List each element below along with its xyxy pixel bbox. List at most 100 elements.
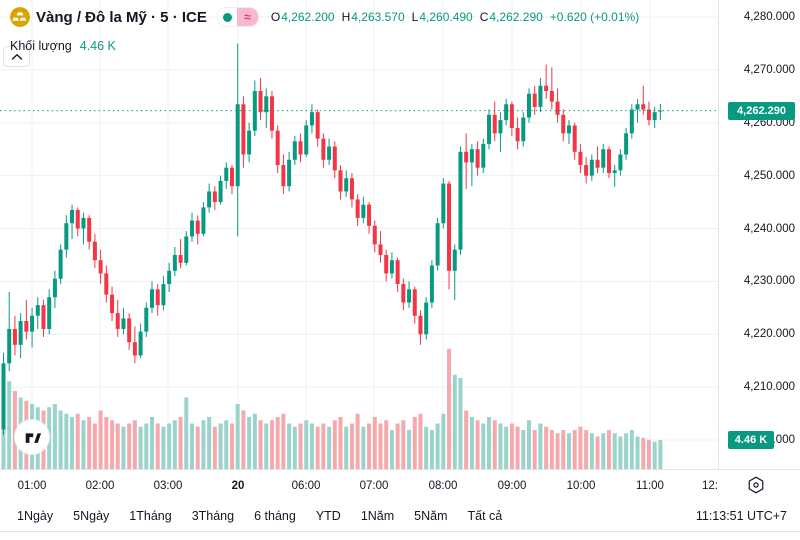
volume-bar	[441, 413, 446, 469]
volume-bar	[481, 423, 486, 469]
volume-bar	[521, 430, 526, 469]
candle-body	[584, 165, 589, 176]
volume-bar	[281, 413, 286, 469]
price-axis-label: 4,210.000	[743, 381, 795, 394]
chart-canvas[interactable]	[0, 0, 718, 469]
candle-body	[298, 141, 303, 155]
volume-bar	[469, 417, 474, 469]
axis-settings-button[interactable]	[744, 473, 768, 497]
range-button-tất-cả[interactable]: Tất cả	[461, 505, 510, 527]
ohlc-readout: O 4,262.200 H 4,263.570 L 4,260.490 C 4,…	[271, 10, 639, 24]
volume-bar	[321, 423, 326, 469]
candle-body	[515, 128, 520, 142]
candle-body	[110, 294, 115, 314]
time-axis-label: 01:00	[17, 479, 47, 492]
session-clock[interactable]: 11:13:51 UTC+7	[695, 508, 787, 523]
candle-body	[578, 151, 583, 166]
symbol-title[interactable]: Vàng / Đô la Mỹ · 5 · ICE	[36, 8, 207, 26]
volume-bar	[595, 436, 600, 469]
volume-bar	[561, 430, 566, 469]
volume-bar	[509, 423, 514, 469]
volume-bar	[292, 426, 297, 469]
market-status-pill[interactable]: ≈	[216, 7, 259, 27]
candle-body	[241, 104, 246, 155]
range-button-ytd[interactable]: YTD	[309, 505, 348, 527]
candle-body	[207, 191, 212, 208]
volume-bar	[532, 430, 537, 469]
volume-bar	[566, 433, 571, 469]
volume-bar	[395, 423, 400, 469]
volume-bar	[658, 440, 663, 469]
candle-body	[389, 260, 394, 274]
volume-bar	[167, 423, 172, 469]
volume-bar	[384, 420, 389, 469]
candle-body	[612, 170, 617, 173]
candle-body	[47, 297, 52, 329]
candle-body	[258, 91, 263, 113]
candle-body	[652, 112, 657, 121]
candle-body	[492, 114, 497, 134]
volume-bar	[646, 439, 651, 469]
high-value: 4,263.570	[351, 10, 405, 24]
volume-bar	[458, 378, 463, 469]
candle-body	[138, 331, 143, 356]
volume-bar	[92, 423, 97, 469]
candle-body	[429, 265, 434, 303]
volume-bar	[178, 417, 183, 469]
candle-body	[401, 284, 406, 303]
volume-bar	[424, 426, 429, 469]
volume-bar	[612, 433, 617, 469]
time-axis[interactable]: 12: 01:00 02:00 03:00 20 06:00 07:00 08:00 09:0…	[0, 469, 800, 501]
candle-body	[24, 321, 29, 332]
candle-body	[338, 170, 343, 192]
range-button-6-tháng[interactable]: 6 tháng	[247, 505, 303, 527]
volume-bar	[361, 426, 366, 469]
range-button-3tháng[interactable]: 3Tháng	[185, 505, 241, 527]
volume-bar	[195, 426, 200, 469]
gold-symbol-icon	[10, 7, 30, 27]
collapse-header-button[interactable]	[3, 46, 30, 67]
range-button-5năm[interactable]: 5Năm	[407, 505, 454, 527]
price-axis[interactable]: 4,280.000 4,270.000 4,260.000 4,250.000 4,24…	[718, 0, 800, 500]
range-button-1tháng[interactable]: 1Tháng	[122, 505, 178, 527]
candle-body	[641, 104, 646, 110]
candle-body	[184, 236, 189, 263]
chevron-up-icon	[11, 53, 22, 60]
price-axis-label: 4,240.000	[743, 222, 795, 235]
candle-body	[361, 204, 366, 218]
volume-bar	[144, 423, 149, 469]
volume-bar	[629, 430, 634, 469]
candle-body	[224, 167, 229, 181]
candle-body	[7, 328, 12, 364]
candle-body	[121, 318, 126, 329]
volume-bar	[407, 430, 412, 469]
volume-bar	[184, 397, 189, 469]
candle-body	[264, 96, 269, 113]
candle-body	[104, 273, 109, 295]
candle-body	[155, 289, 160, 306]
price-axis-label: 4,230.000	[743, 275, 795, 288]
volume-bar	[464, 410, 469, 469]
range-button-5ngày[interactable]: 5Ngày	[66, 505, 116, 527]
candle-body	[589, 159, 594, 176]
candle-body	[132, 342, 137, 356]
time-axis-label: 08:00	[428, 479, 458, 492]
volume-bar	[309, 423, 314, 469]
high-label: H	[341, 10, 351, 24]
time-axis-label: 10:00	[566, 479, 596, 492]
price-axis-label: 4,280.000	[743, 11, 795, 23]
candle-body	[378, 244, 383, 255]
range-button-1ngày[interactable]: 1Ngày	[10, 505, 60, 527]
tradingview-logo[interactable]	[15, 420, 49, 454]
volume-bar	[378, 423, 383, 469]
close-label: C	[479, 10, 489, 24]
candle-body	[269, 96, 274, 131]
volume-bar	[327, 426, 332, 469]
range-button-1năm[interactable]: 1Năm	[354, 505, 401, 527]
volume-bar	[121, 426, 126, 469]
candle-body	[70, 209, 75, 224]
candle-body	[418, 315, 423, 335]
candle-body	[1, 363, 6, 430]
volume-value: 4.46 K	[79, 39, 116, 53]
candle-body	[372, 225, 377, 245]
